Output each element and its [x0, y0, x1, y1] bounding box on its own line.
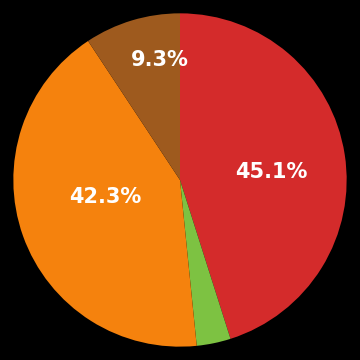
Text: 45.1%: 45.1%: [235, 162, 308, 182]
Wedge shape: [13, 41, 197, 347]
Text: 42.3%: 42.3%: [69, 187, 141, 207]
Wedge shape: [88, 13, 180, 180]
Text: 9.3%: 9.3%: [131, 50, 189, 70]
Wedge shape: [180, 13, 347, 339]
Wedge shape: [180, 180, 230, 346]
